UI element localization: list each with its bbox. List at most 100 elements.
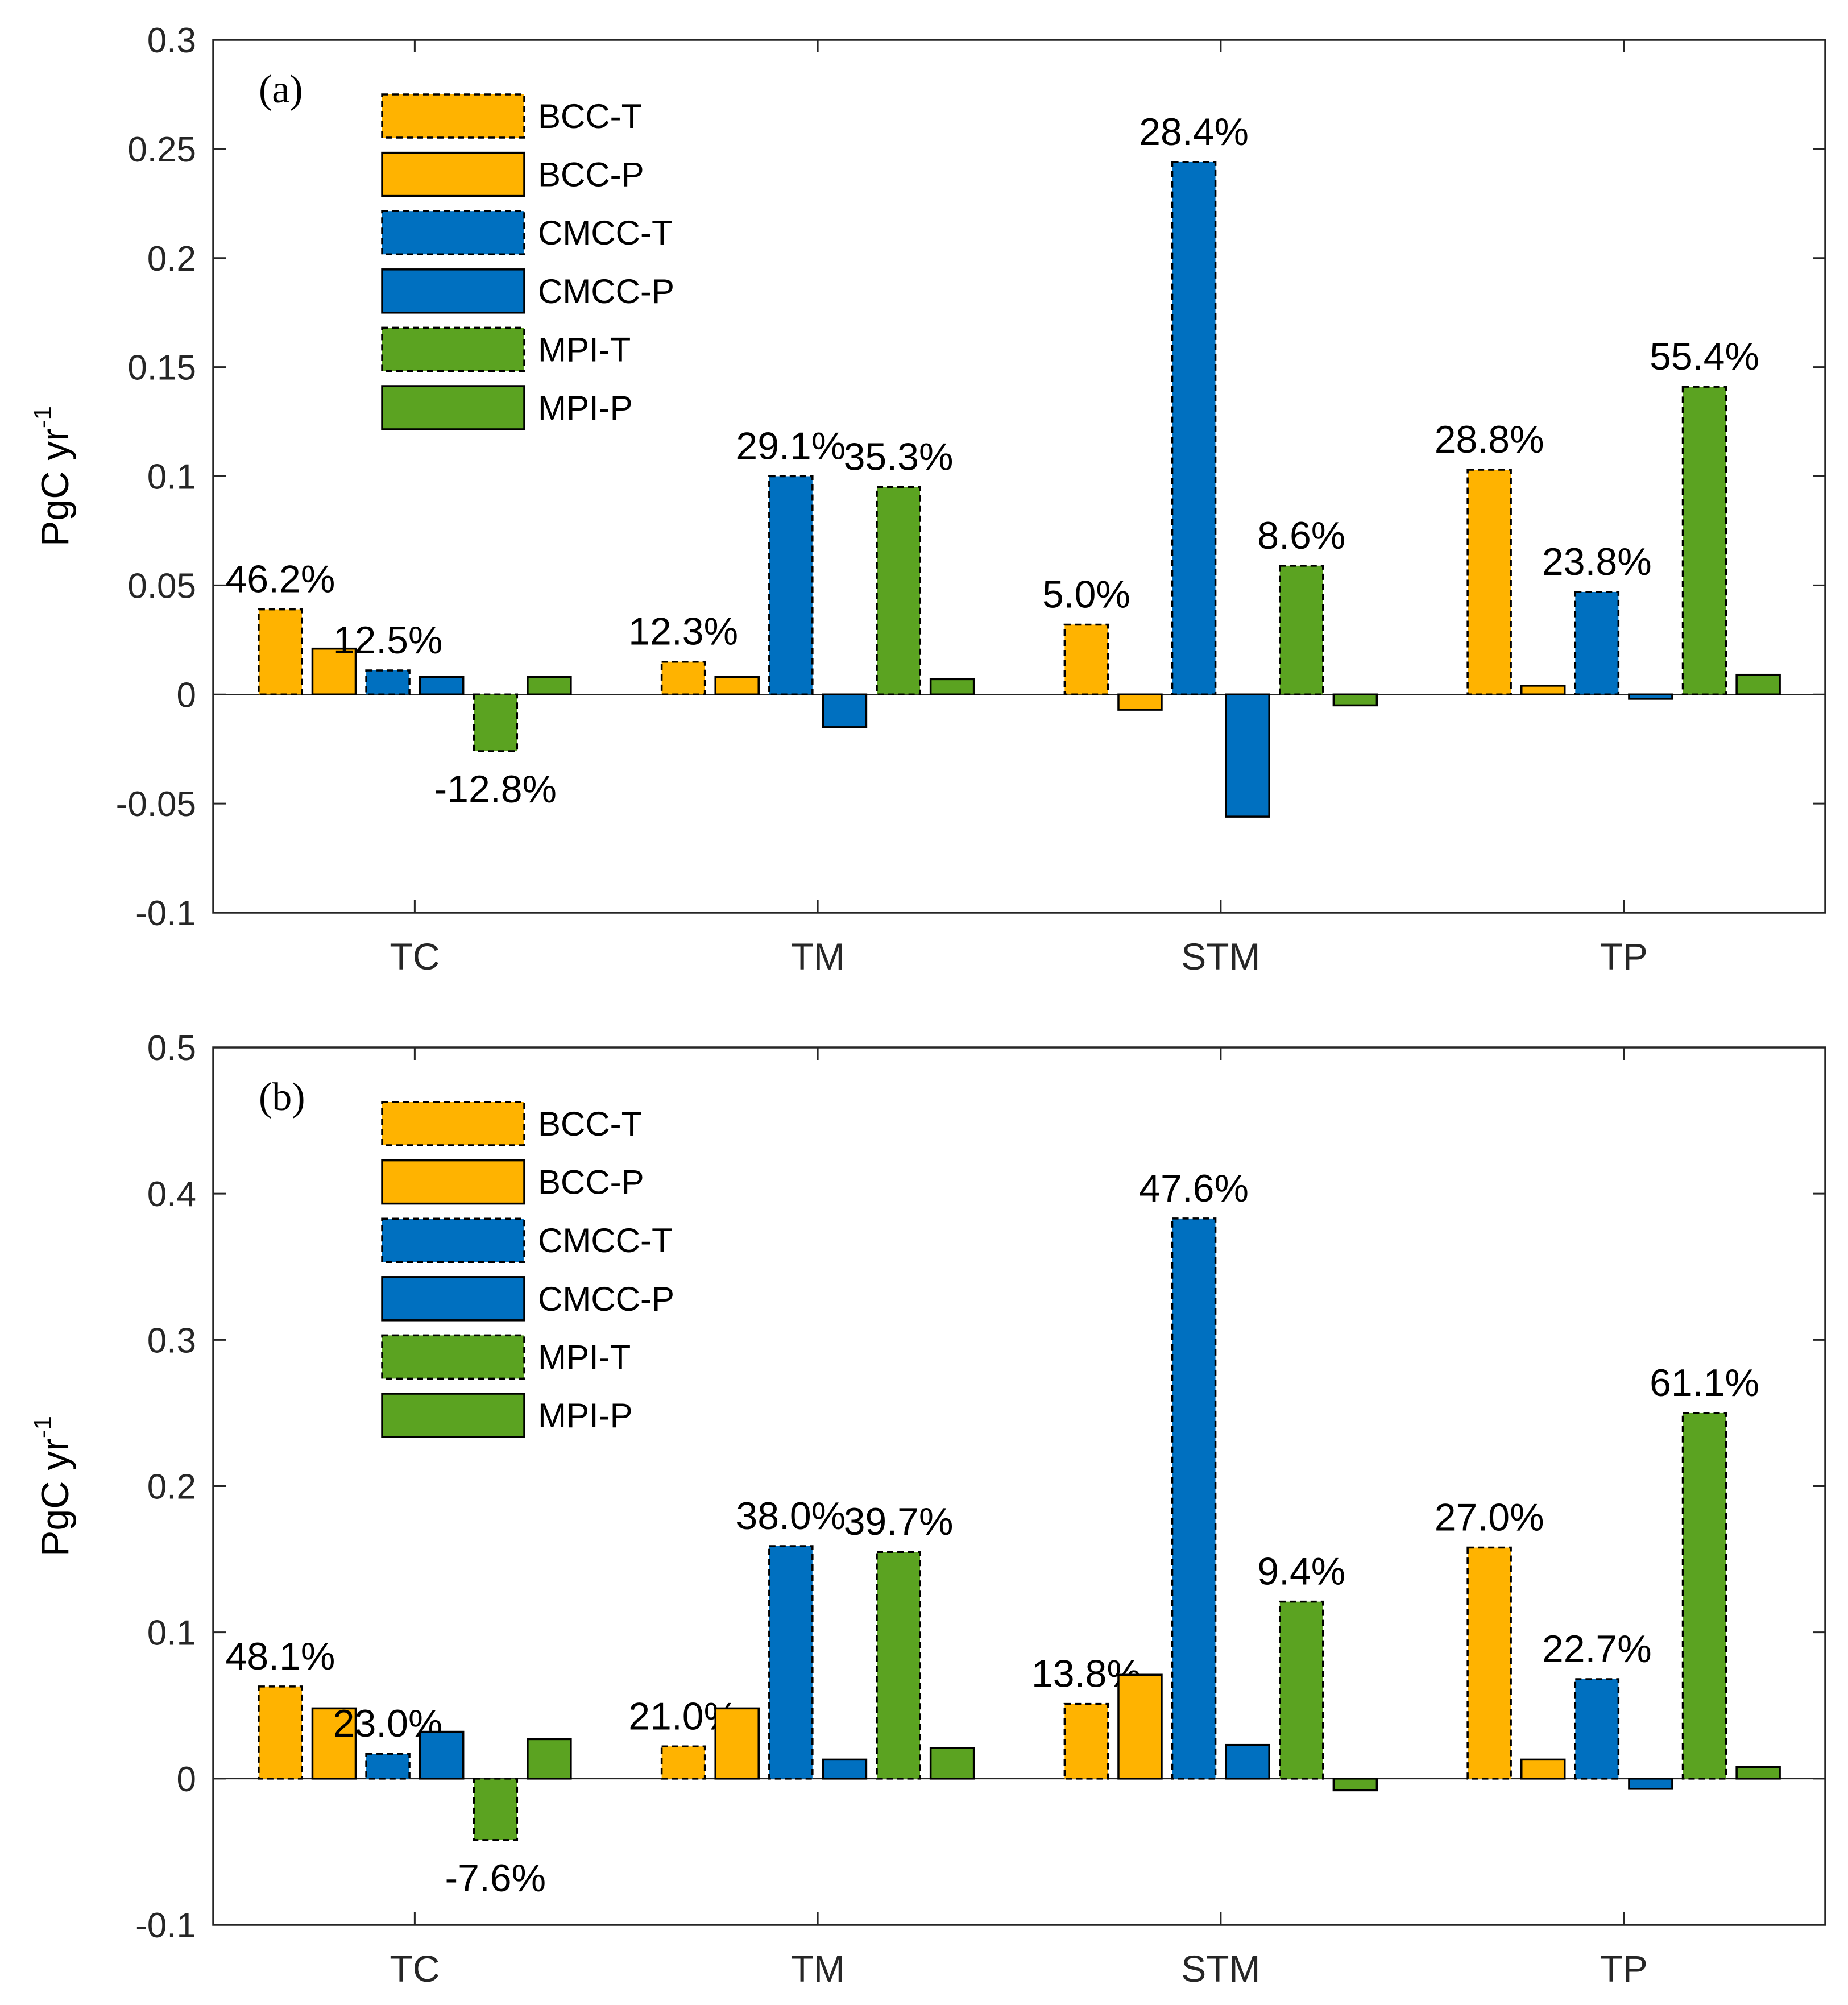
y-tick-label: 0.25 xyxy=(127,130,196,169)
y-tick-label: -0.1 xyxy=(135,894,196,933)
legend-swatch xyxy=(381,1393,525,1438)
bar-mpi-p-stm xyxy=(1332,693,1378,707)
y-axis-title-text: PgC yr xyxy=(34,1438,77,1556)
bar-value-label: 38.0% xyxy=(736,1494,846,1538)
x-tick-label: STM xyxy=(1181,1948,1260,1990)
x-tick-label: STM xyxy=(1181,935,1260,977)
legend-label: MPI-T xyxy=(538,1338,631,1376)
bar-mpi-p-tp xyxy=(1735,673,1781,696)
legend-item: CMCC-T xyxy=(381,1217,673,1263)
bar-mpi-p-tc xyxy=(527,1738,572,1780)
legend-item: BCC-T xyxy=(381,1101,642,1146)
bar-bcc-p-stm xyxy=(1117,1673,1163,1780)
bar-mpi-p-tm xyxy=(929,1747,975,1780)
y-tick-label: 0.15 xyxy=(127,349,196,388)
bar-bcc-t-stm xyxy=(1063,1702,1109,1780)
legend-item: BCC-P xyxy=(381,151,644,197)
bar-value-label: 61.1% xyxy=(1650,1361,1759,1405)
bar-mpi-p-tp xyxy=(1735,1766,1781,1780)
legend-item: BCC-P xyxy=(381,1159,644,1205)
y-axis-title: PgC yr-1 xyxy=(29,406,77,546)
legend-label: CMCC-T xyxy=(538,1221,673,1260)
bar-cmcc-p-tc xyxy=(419,1730,465,1780)
bar-value-label: 28.8% xyxy=(1435,418,1544,461)
legend-item: CMCC-P xyxy=(381,1276,674,1322)
bar-cmcc-p-stm xyxy=(1225,1743,1270,1780)
y-tick-label: 0.5 xyxy=(147,1029,196,1068)
legend-swatch xyxy=(381,1276,525,1322)
y-tick-label: 0.1 xyxy=(147,458,196,497)
y-tick-label: 0 xyxy=(177,676,196,715)
legend-item: MPI-P xyxy=(381,1393,633,1438)
bar-bcc-t-tp xyxy=(1466,469,1512,695)
bar-value-label: -7.6% xyxy=(445,1857,546,1900)
bar-mpi-t-tm xyxy=(876,1551,921,1780)
y-tick-label: 0.3 xyxy=(147,1321,196,1360)
bar-mpi-p-tm xyxy=(929,678,975,695)
legend-label: CMCC-P xyxy=(538,272,674,310)
bar-value-label: 28.4% xyxy=(1139,110,1249,154)
x-tick-label: TM xyxy=(790,935,844,977)
legend-label: MPI-P xyxy=(538,1397,633,1435)
bar-mpi-p-tc xyxy=(527,676,572,696)
bar-value-label: -12.8% xyxy=(434,768,557,811)
y-axis-title-text: PgC yr xyxy=(34,428,77,546)
panel-a: -0.1 -0.05 0 0.05 0.1 0.15 0.2 0.25 0.3 TC TM STM TP… xyxy=(29,21,1826,977)
legend-swatch xyxy=(381,1217,525,1263)
bar-cmcc-t-tc xyxy=(365,669,411,695)
bar-bcc-t-tm xyxy=(660,660,706,695)
bar-cmcc-p-tm xyxy=(822,1758,868,1780)
bar-cmcc-t-tp xyxy=(1574,591,1620,695)
bar-value-label: 8.6% xyxy=(1257,514,1345,557)
legend-item: MPI-P xyxy=(381,385,633,430)
bar-bcc-t-stm xyxy=(1063,623,1109,695)
legend-swatch xyxy=(381,268,525,314)
panel-b: -0.1 0 0.1 0.2 0.3 0.4 0.5 TC TM STM TP PgC yr-1 48.… xyxy=(29,1029,1826,1990)
bar-value-label: 29.1% xyxy=(736,425,846,468)
bar-mpi-t-stm xyxy=(1279,565,1324,696)
legend-swatch xyxy=(381,385,525,430)
x-tick-label: TC xyxy=(390,935,440,977)
y-axis-title-superscript: -1 xyxy=(29,1416,57,1438)
bar-cmcc-t-tp xyxy=(1574,1678,1620,1780)
bar-value-label: 12.5% xyxy=(333,619,443,662)
x-tick-label: TC xyxy=(390,1948,440,1990)
bar-cmcc-p-stm xyxy=(1225,693,1270,818)
legend-swatch xyxy=(381,93,525,139)
bar-bcc-p-tp xyxy=(1520,685,1566,696)
legend-label: BCC-P xyxy=(538,1163,644,1202)
legend-swatch xyxy=(381,210,525,255)
bar-value-label: 5.0% xyxy=(1042,573,1130,616)
legend-label: CMCC-P xyxy=(538,1280,674,1318)
x-tick-label: TP xyxy=(1600,935,1647,977)
legend-label: MPI-T xyxy=(538,330,631,368)
legend-label: MPI-P xyxy=(538,389,633,427)
bar-value-label: 48.1% xyxy=(225,1635,335,1678)
legend-label: BCC-T xyxy=(538,1105,642,1143)
bar-cmcc-p-tp xyxy=(1628,1778,1673,1790)
bar-mpi-t-tp xyxy=(1681,1412,1727,1780)
legend-label: CMCC-T xyxy=(538,214,673,252)
bar-bcc-p-tp xyxy=(1520,1758,1566,1780)
bar-value-label: 9.4% xyxy=(1257,1550,1345,1593)
bar-value-label: 39.7% xyxy=(844,1500,954,1543)
legend-swatch xyxy=(381,1101,525,1146)
bar-value-label: 55.4% xyxy=(1650,335,1759,378)
y-tick-label: 0.3 xyxy=(147,21,196,60)
bar-value-label: 23.8% xyxy=(1542,540,1652,583)
bar-cmcc-t-tm xyxy=(768,475,814,695)
bar-bcc-p-stm xyxy=(1117,693,1163,711)
bar-mpi-t-tp xyxy=(1681,386,1727,695)
bar-value-label: 12.3% xyxy=(628,610,738,653)
bar-value-label: 22.7% xyxy=(1542,1627,1652,1671)
legend-swatch xyxy=(381,1334,525,1380)
bar-cmcc-t-tc xyxy=(365,1753,411,1780)
bar-value-label: 47.6% xyxy=(1139,1167,1249,1210)
bar-cmcc-p-tp xyxy=(1628,693,1673,700)
y-tick-label: -0.1 xyxy=(135,1906,196,1945)
bar-cmcc-p-tm xyxy=(822,693,868,728)
bar-cmcc-t-tm xyxy=(768,1545,814,1780)
y-axis-title-superscript: -1 xyxy=(29,406,57,428)
bar-bcc-t-tc xyxy=(258,1685,303,1780)
bar-cmcc-t-stm xyxy=(1171,161,1217,695)
